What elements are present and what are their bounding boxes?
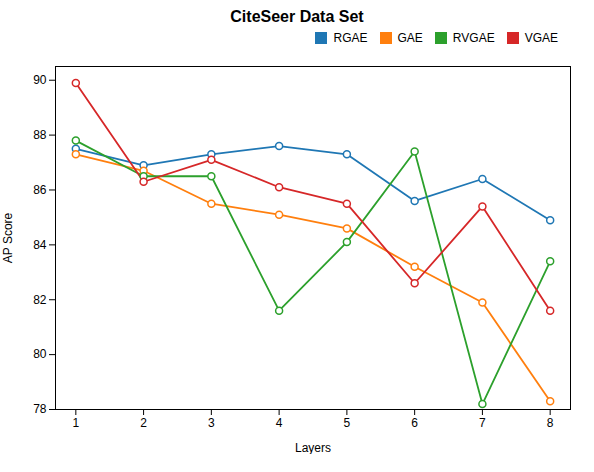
svg-text:1: 1 [72,416,79,430]
svg-text:8: 8 [547,416,554,430]
svg-text:90: 90 [33,73,47,87]
svg-text:80: 80 [33,347,47,361]
svg-text:88: 88 [33,128,47,142]
html-text:VGAE: VGAE [524,31,558,45]
html-text:GAE: GAE [397,31,423,45]
svg-text:6: 6 [411,416,418,430]
svg-text:Layers: Layers [295,441,331,455]
svg-text:2: 2 [140,416,147,430]
svg-text:4: 4 [276,416,283,430]
svg-text:84: 84 [33,238,47,252]
html-text:CiteSeer Data Set: CiteSeer Data Set [230,8,364,25]
html-text:RGAE: RGAE [333,31,368,45]
svg-text:AP Score: AP Score [1,212,15,263]
svg-text:78: 78 [33,402,47,416]
svg-text:3: 3 [208,416,215,430]
svg-text:7: 7 [479,416,486,430]
html-text:RVGAE: RVGAE [452,31,495,45]
svg-text:5: 5 [344,416,351,430]
svg-text:86: 86 [33,183,47,197]
svg-text:82: 82 [33,293,47,307]
